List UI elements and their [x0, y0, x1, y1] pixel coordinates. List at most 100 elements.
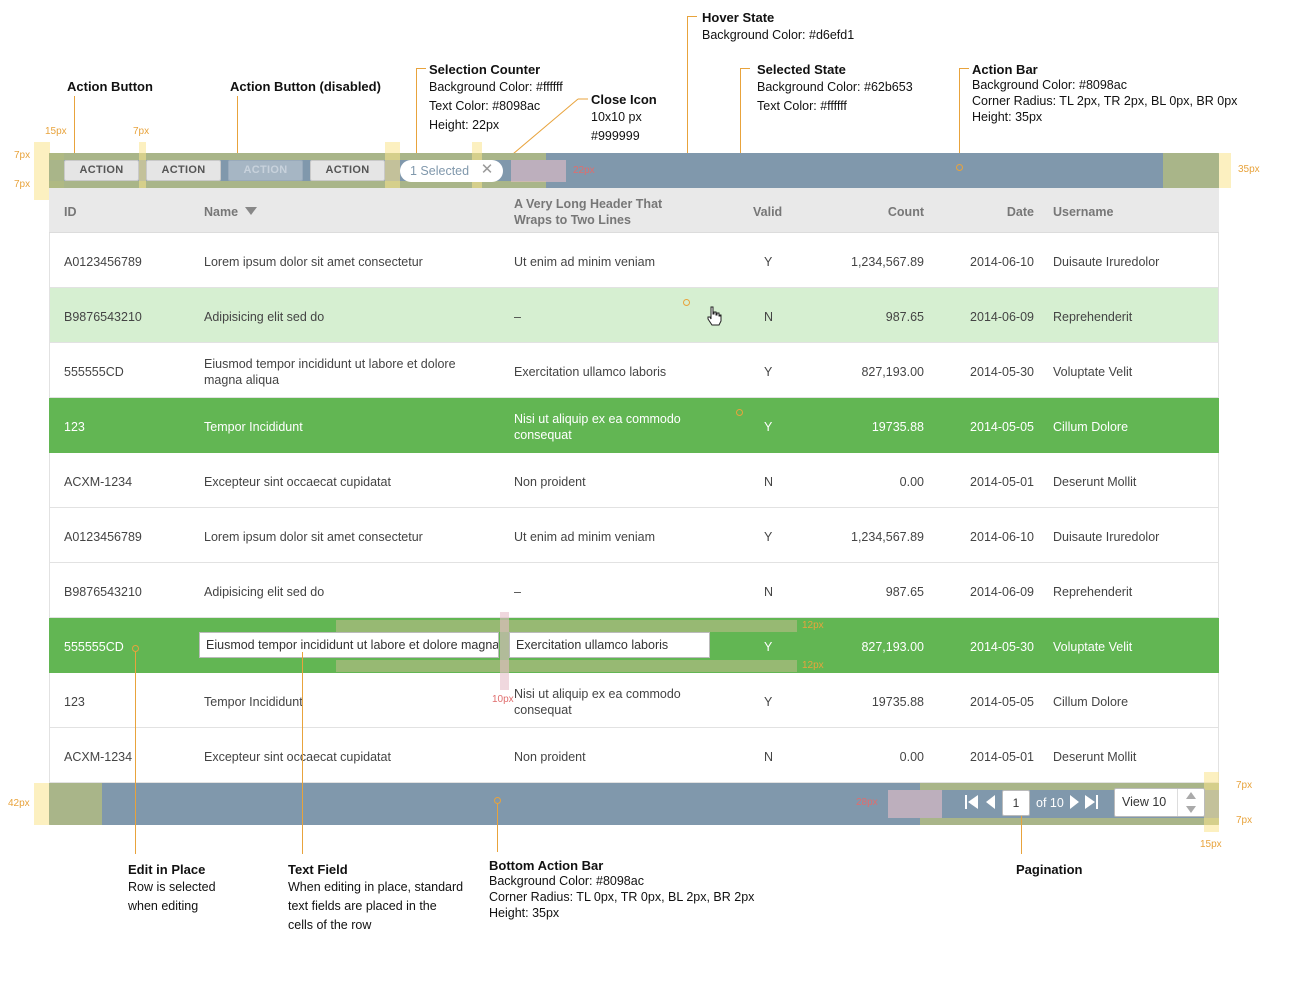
last-page-icon[interactable]: [1084, 795, 1098, 809]
action-button-disabled: ACTION: [228, 160, 303, 181]
cell-count: 987.65: [885, 585, 924, 599]
column-header-count[interactable]: Count: [887, 205, 924, 219]
cell-valid: Y: [764, 530, 773, 544]
table-row[interactable]: A0123456789 Lorem ipsum dolor sit amet c…: [49, 233, 1219, 288]
cell-name: Adipisicing elit sed do: [204, 310, 325, 324]
cell-name: Lorem ipsum dolor sit amet consectetur: [204, 255, 423, 269]
column-header-valid[interactable]: Valid: [753, 205, 783, 219]
cell-count: 0.00: [899, 750, 924, 764]
annotation-action-button-disabled-title: Action Button (disabled): [230, 79, 381, 94]
page-number-input[interactable]: 1: [1002, 790, 1030, 816]
cell-id: ACXM-1234: [64, 750, 133, 764]
annotation-bottom-action-bar-title: Bottom Action Bar: [489, 858, 604, 873]
cell-count: 1,234,567.89: [851, 530, 924, 544]
column-header-long[interactable]: A Very Long Header That Wraps to Two Lin…: [514, 197, 663, 227]
cell-count: 1,234,567.89: [851, 255, 924, 269]
table-row[interactable]: ACXM-1234 Excepteur sint occaecat cupida…: [49, 453, 1219, 508]
action-button[interactable]: ACTION: [310, 160, 385, 181]
annotation-bottom-action-bar-line1: Background Color: #8098ac: [489, 874, 644, 888]
next-page-icon[interactable]: [1069, 795, 1080, 809]
selection-counter: 1 Selected: [400, 160, 503, 182]
cell-long: Ut enim ad minim veniam: [514, 255, 656, 269]
cell-name: Adipisicing elit sed do: [204, 585, 325, 599]
spacing-highlight: [1204, 772, 1219, 832]
padding-highlight: [1163, 153, 1219, 188]
sort-descending-icon[interactable]: [245, 207, 257, 215]
table-row-selected[interactable]: 123 Tempor Incididunt Nisi ut aliquip ex…: [49, 398, 1219, 453]
cell-date: 2014-05-30: [970, 365, 1034, 379]
name-text-field[interactable]: Eiusmod tempor incididunt ut labore et d…: [199, 632, 499, 658]
cell-count: 827,193.00: [861, 365, 924, 379]
stepper-down-icon[interactable]: [1186, 806, 1196, 813]
previous-page-icon[interactable]: [985, 795, 996, 809]
annotation-dot: [494, 797, 501, 804]
cell-long: Non proident: [514, 475, 586, 489]
annotation-edit-in-place-line1: Row is selected: [128, 880, 216, 894]
measure-label: 15px: [45, 126, 67, 137]
cell-count: 987.65: [885, 310, 924, 324]
annotation-bottom-action-bar-line2: Corner Radius: TL 0px, TR 0px, BL 2px, B…: [489, 890, 755, 904]
column-header-name[interactable]: Name: [204, 205, 239, 219]
stepper-up-icon[interactable]: [1186, 792, 1196, 799]
cell-name: Tempor Incididunt: [204, 420, 303, 434]
table-row-hover[interactable]: B9876543210 Adipisicing elit sed do – N …: [49, 288, 1219, 343]
annotation-text-field-line3: cells of the row: [288, 918, 372, 932]
leader-line: [135, 652, 136, 854]
padding-highlight: [49, 153, 546, 160]
first-page-icon[interactable]: [965, 795, 979, 809]
cell-long: Nisi ut aliquip ex ea commodo consequat: [514, 412, 681, 442]
measure-label: 7px: [133, 126, 150, 137]
rows-per-page-stepper[interactable]: [1177, 789, 1204, 816]
cell-id: ACXM-1234: [64, 475, 133, 489]
annotation-text-field-title: Text Field: [288, 862, 348, 877]
column-header-date[interactable]: Date: [1006, 205, 1034, 219]
spacing-highlight: [385, 142, 400, 200]
leader-line: [959, 68, 960, 164]
action-button[interactable]: ACTION: [64, 160, 139, 181]
cell-id: A0123456789: [64, 255, 142, 269]
annotation-edit-in-place-title: Edit in Place: [128, 862, 206, 877]
cell-valid: N: [764, 475, 774, 489]
column-header-id[interactable]: ID: [64, 205, 77, 219]
page-count-label: of 10: [1036, 796, 1064, 810]
measure-label: 7px: [1236, 780, 1253, 791]
table-row[interactable]: ACXM-1234 Excepteur sint occaecat cupida…: [49, 728, 1219, 783]
annotation-close-icon-title: Close Icon: [591, 92, 657, 107]
cell-name: Excepteur sint occaecat cupidatat: [204, 475, 391, 489]
cell-date: 2014-06-09: [970, 310, 1034, 324]
cell-username: Duisaute Iruredolor: [1053, 530, 1160, 544]
cell-valid: N: [764, 310, 774, 324]
leader-line: [416, 68, 426, 69]
cell-count: 827,193.00: [861, 640, 924, 654]
close-icon[interactable]: ✕: [480, 161, 494, 178]
measure-label: 42px: [8, 798, 30, 809]
measure-label: 7px: [14, 150, 31, 161]
cell-id: 555555CD: [64, 365, 124, 379]
cell-username: Cillum Dolore: [1053, 695, 1129, 709]
table-row[interactable]: A0123456789 Lorem ipsum dolor sit amet c…: [49, 508, 1219, 563]
leader-line: [497, 804, 498, 852]
rows-per-page-select[interactable]: View 10: [1114, 788, 1205, 817]
leader-line: [740, 68, 750, 69]
action-button[interactable]: ACTION: [146, 160, 221, 181]
table-row[interactable]: B9876543210 Adipisicing elit sed do – N …: [49, 563, 1219, 618]
cell-date: 2014-05-01: [970, 750, 1034, 764]
table-header: ID Name A Very Long Header That Wraps to…: [49, 188, 1219, 233]
spacing-highlight: [139, 142, 146, 200]
annotation-selection-counter-line2: Text Color: #8098ac: [429, 99, 541, 113]
cell-name: Excepteur sint occaecat cupidatat: [204, 750, 391, 764]
spacing-highlight: [500, 612, 509, 690]
cell-valid: Y: [764, 365, 773, 379]
cell-username: Cillum Dolore: [1053, 420, 1129, 434]
table-row[interactable]: 555555CD Eiusmod tempor incididunt ut la…: [49, 343, 1219, 398]
annotation-action-bar-line2: Corner Radius: TL 2px, TR 2px, BL 0px, B…: [972, 94, 1238, 108]
cell-name: Eiusmod tempor incididunt ut labore et d…: [204, 357, 456, 387]
annotation-hover-state-line1: Background Color: #d6efd1: [702, 28, 855, 42]
table-row[interactable]: 123 Tempor Incididunt Nisi ut aliquip ex…: [49, 673, 1219, 728]
cell-username: Voluptate Velit: [1053, 640, 1133, 654]
measure-label: 12px: [802, 660, 824, 671]
cell-date: 2014-05-05: [970, 695, 1034, 709]
measure-label: 7px: [14, 179, 31, 190]
column-header-username[interactable]: Username: [1053, 205, 1114, 219]
long-text-field[interactable]: Exercitation ullamco laboris: [509, 632, 710, 658]
